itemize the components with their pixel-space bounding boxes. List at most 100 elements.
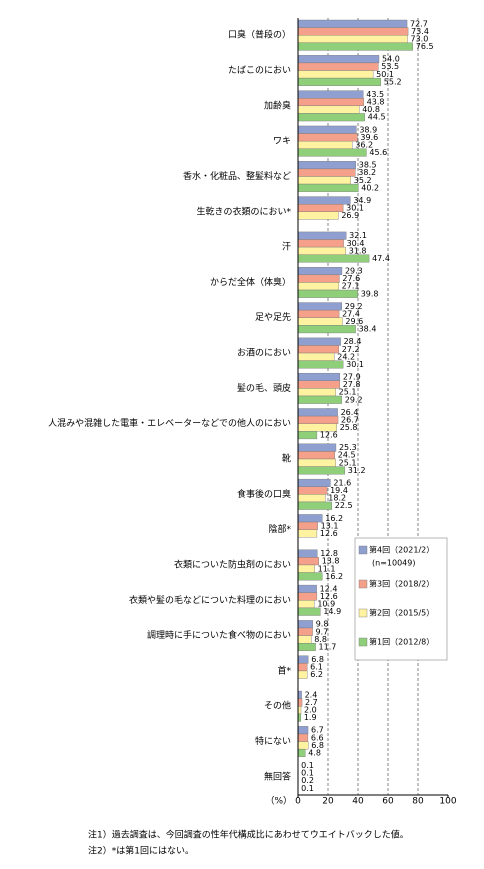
legend-swatch [359, 546, 367, 554]
bar [298, 232, 346, 240]
value-label: 39.8 [361, 289, 379, 298]
bar [298, 126, 356, 134]
category-label: 無回答 [264, 770, 291, 782]
category-label: 靴 [282, 453, 291, 465]
category-label: 人混みや混雑した電車・エレベーターなどでの他人のにおい [48, 417, 291, 429]
bar [298, 585, 317, 593]
bar [298, 620, 313, 628]
category-label: 調理時に手についた食べ物のにおい [147, 629, 291, 641]
bar [298, 600, 314, 608]
bar [298, 573, 322, 581]
bar [298, 467, 345, 475]
bar [298, 141, 352, 149]
bar [298, 282, 339, 290]
bar [298, 113, 365, 121]
value-label: 55.2 [384, 77, 402, 86]
value-label: 0.1 [301, 784, 314, 793]
x-tick-label: 60 [382, 797, 394, 807]
bar [298, 628, 313, 636]
bar [298, 451, 335, 459]
bar [298, 699, 302, 707]
value-label: 29.2 [345, 395, 363, 404]
bar [298, 742, 308, 750]
bar [298, 325, 356, 333]
value-label: 6.2 [310, 670, 323, 679]
x-tick-label: 40 [352, 797, 364, 807]
bar [298, 522, 318, 530]
value-label: 47.4 [372, 254, 390, 263]
category-label: 髪の毛、頭皮 [237, 382, 291, 394]
category-label: たばこのにおい [228, 65, 291, 76]
bar [298, 55, 379, 63]
note: 注1）過去調査は、今回調査の性年代構成比にあわせてウエイトバックした値。 [88, 829, 409, 841]
value-label: 30.1 [346, 360, 364, 369]
category-label: 特にない [255, 735, 291, 747]
x-axis-label: （%） [265, 796, 292, 807]
bar [298, 310, 339, 318]
legend-swatch [359, 609, 367, 617]
bar [298, 267, 342, 275]
bar [298, 71, 373, 79]
category-label: 陰部* [268, 523, 291, 535]
bar [298, 409, 338, 417]
value-label: 45.6 [369, 148, 387, 157]
bar [298, 290, 358, 298]
value-label: 4.8 [308, 748, 321, 757]
category-label: 首* [277, 664, 291, 676]
legend-label: 第4回（2021/2） [369, 545, 434, 555]
bar [298, 396, 342, 404]
bar [298, 388, 336, 396]
bar [298, 726, 308, 734]
bar [298, 444, 336, 452]
bar [298, 749, 305, 757]
bar [298, 303, 342, 311]
bar [298, 28, 408, 36]
legend-note: (n=10049) [372, 559, 415, 568]
bar [298, 149, 366, 157]
value-label: 11.7 [319, 643, 337, 652]
value-label: 25.8 [340, 423, 358, 432]
legend-label: 第1回（2012/8） [369, 637, 434, 647]
bar [298, 479, 330, 487]
bar [298, 161, 356, 169]
bar [298, 514, 322, 522]
bar [298, 530, 317, 538]
bar [298, 550, 317, 558]
value-label: 26.9 [341, 211, 359, 220]
bar [298, 247, 346, 255]
bar [298, 459, 336, 467]
category-label: ワキ [273, 137, 291, 147]
category-label: 香水・化粧品、整髪料など [183, 170, 291, 182]
bar [298, 381, 340, 389]
bar [298, 318, 342, 326]
value-label: 12.6 [320, 431, 338, 440]
bar [298, 338, 341, 346]
bar [298, 416, 338, 424]
value-label: 14.9 [323, 607, 341, 616]
value-label: 38.4 [359, 325, 377, 334]
bar [298, 169, 355, 177]
bar [298, 656, 308, 664]
value-label: 16.2 [325, 572, 343, 581]
bar [298, 176, 351, 184]
bar [298, 240, 344, 248]
bar [298, 91, 363, 99]
legend-swatch [359, 638, 367, 646]
bar [298, 255, 369, 263]
x-tick-label: 80 [412, 797, 424, 807]
bar [298, 134, 357, 142]
category-label: 汗 [282, 241, 291, 253]
bar [298, 565, 315, 573]
value-label: 40.2 [361, 183, 379, 192]
bar [298, 734, 308, 742]
category-label: 口臭（普段の） [228, 29, 291, 41]
bar [298, 345, 339, 353]
bar [298, 204, 343, 212]
bar [298, 98, 364, 106]
x-tick-label: 20 [322, 797, 334, 807]
value-label: 76.5 [416, 42, 434, 51]
category-label: 食事後の口臭 [237, 488, 291, 500]
bar [298, 643, 316, 651]
bar [298, 671, 307, 679]
category-label: 衣類や髪の毛などについた料理のにおい [129, 594, 291, 606]
